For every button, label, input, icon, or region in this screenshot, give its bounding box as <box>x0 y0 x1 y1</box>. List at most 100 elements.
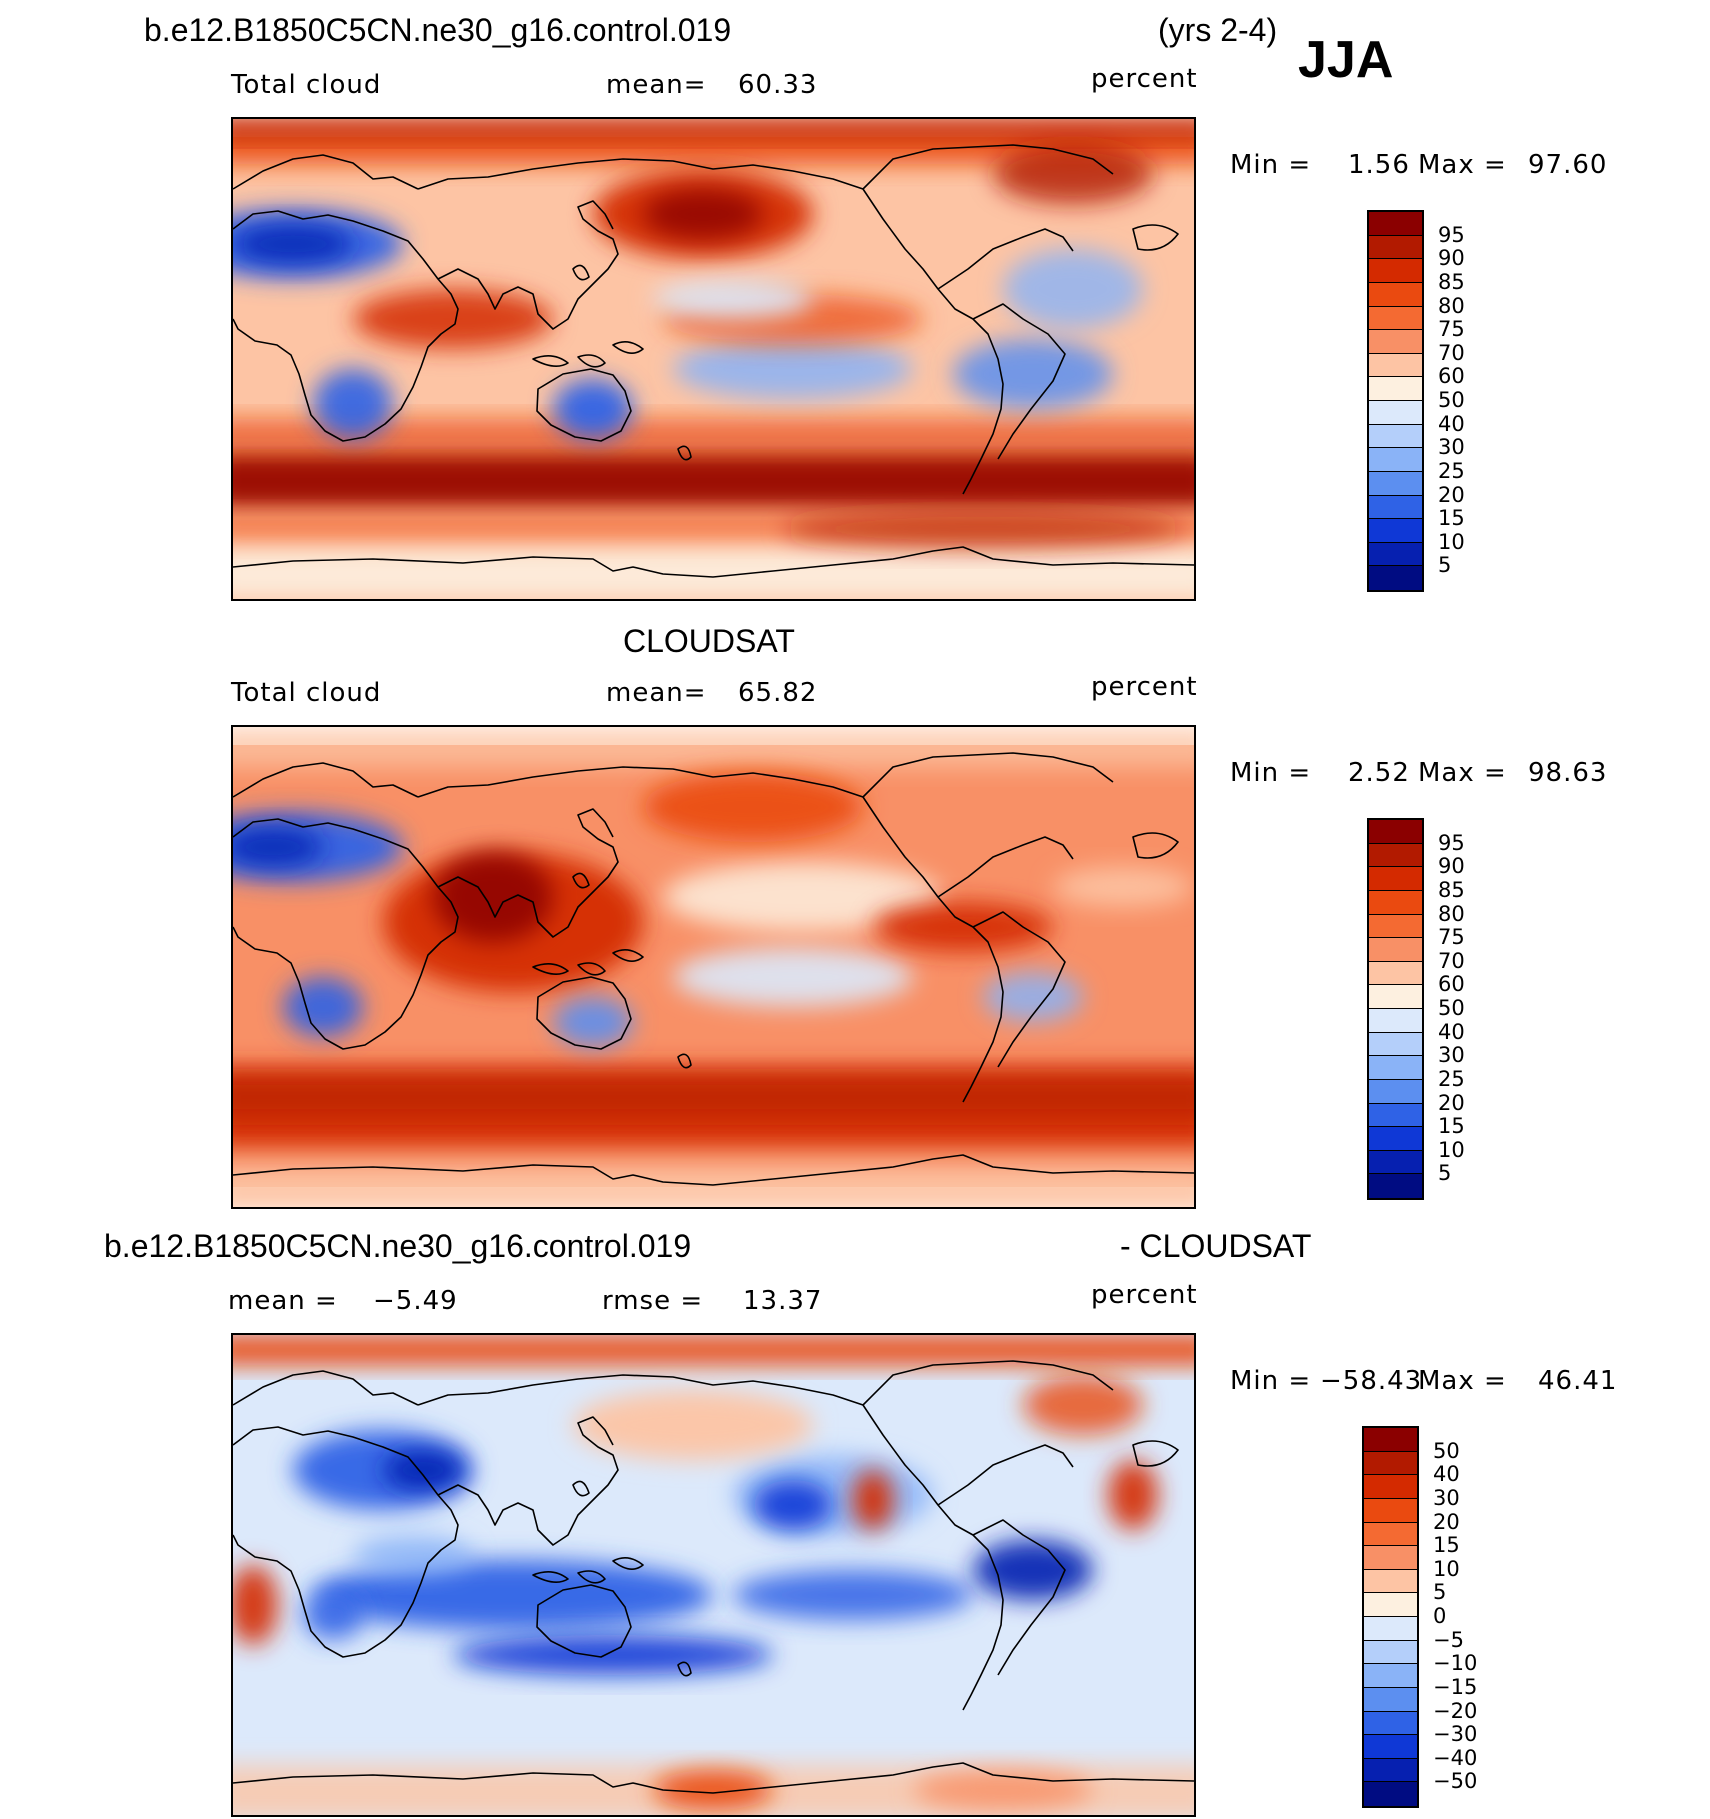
colorbar-level-label: −40 <box>1433 1745 1478 1770</box>
colorbar-level-label: 85 <box>1438 269 1465 294</box>
colorbar-swatch <box>1369 448 1422 472</box>
colorbar-level-label: 60 <box>1438 972 1465 997</box>
colorbar-level-label: −5 <box>1433 1627 1464 1652</box>
colorbar-level-label: 75 <box>1438 317 1465 342</box>
colorbar-swatch <box>1364 1664 1417 1688</box>
colorbar-level-label: 50 <box>1438 388 1465 412</box>
colorbar-level-label: 15 <box>1438 506 1465 531</box>
panel2-title: CLOUDSAT <box>623 623 795 659</box>
colorbar-swatch <box>1369 330 1422 354</box>
years-label: (yrs 2-4) <box>1158 12 1278 48</box>
colorbar-level-label: 15 <box>1433 1533 1460 1558</box>
colorbar-swatch <box>1369 890 1422 915</box>
panel2-units: percent <box>1091 672 1198 702</box>
colorbar-level-label: 90 <box>1438 854 1465 879</box>
colorbar-swatch <box>1364 1475 1417 1499</box>
panel3-min-value: −58.43 <box>1320 1366 1423 1396</box>
colorbar-swatch <box>1364 1640 1417 1665</box>
panel2-max-label: Max = <box>1418 758 1507 788</box>
colorbar-swatch <box>1364 1451 1417 1476</box>
colorbar-swatch <box>1369 212 1422 236</box>
colorbar-level-label: 30 <box>1433 1485 1460 1510</box>
colorbar-swatch <box>1369 1103 1422 1128</box>
colorbar-level-label: 50 <box>1438 996 1465 1020</box>
colorbar-level-label: 95 <box>1438 222 1465 247</box>
colorbar-swatch <box>1369 424 1422 449</box>
colorbar-level-label: 15 <box>1438 1114 1465 1139</box>
colorbar-swatch <box>1369 306 1422 331</box>
colorbar-swatch <box>1369 843 1422 868</box>
panel3-mean-value: −5.49 <box>373 1286 458 1316</box>
case-title: b.e12.B1850C5CN.ne30_g16.control.019 <box>144 12 732 48</box>
panel2-min-label: Min = <box>1230 758 1312 788</box>
colorbar-level-label: −10 <box>1433 1651 1478 1676</box>
colorbar-swatch <box>1369 1056 1422 1080</box>
panel2-colorbar <box>1367 818 1424 1200</box>
colorbar-level-label: 20 <box>1438 1090 1465 1115</box>
colorbar-swatch <box>1364 1569 1417 1594</box>
colorbar-level-label: 75 <box>1438 925 1465 950</box>
colorbar-level-label: 20 <box>1438 482 1465 507</box>
colorbar-level-label: 40 <box>1438 1019 1465 1044</box>
colorbar-level-label: 10 <box>1433 1556 1460 1581</box>
panel3-rmse-label: rmse = <box>602 1286 704 1316</box>
colorbar-level-label: 30 <box>1438 1043 1465 1068</box>
panel1-variable-label: Total cloud <box>231 70 382 100</box>
panel1-units: percent <box>1091 64 1198 94</box>
colorbar-level-label: 30 <box>1438 435 1465 460</box>
colorbar-level-label: 90 <box>1438 246 1465 271</box>
panel1-min-label: Min = <box>1230 150 1312 180</box>
colorbar-level-label: 80 <box>1438 293 1465 318</box>
colorbar-level-label: 20 <box>1433 1509 1460 1534</box>
colorbar-level-label: 60 <box>1438 364 1465 389</box>
panel3-title-right: - CLOUDSAT <box>1120 1228 1312 1264</box>
colorbar-swatch <box>1369 961 1422 986</box>
colorbar-swatch <box>1369 1174 1422 1198</box>
season-label: JJA <box>1298 31 1394 89</box>
panel1-mean-label: mean= <box>606 70 707 100</box>
colorbar-swatch <box>1369 1032 1422 1057</box>
colorbar-level-label: 5 <box>1438 553 1452 578</box>
colorbar-swatch <box>1369 259 1422 283</box>
colorbar-swatch <box>1369 1009 1422 1033</box>
panel2-mean-value: 65.82 <box>738 678 818 708</box>
colorbar-swatch <box>1369 353 1422 378</box>
colorbar-level-label: 70 <box>1438 340 1465 365</box>
colorbar-swatch <box>1364 1617 1417 1641</box>
colorbar-swatch <box>1369 542 1422 567</box>
panel3-rmse-value: 13.37 <box>743 1286 823 1316</box>
colorbar-swatch <box>1369 985 1422 1009</box>
colorbar-swatch <box>1369 519 1422 543</box>
colorbar-level-label: 70 <box>1438 948 1465 973</box>
panel3-colorbar <box>1362 1426 1419 1808</box>
panel1-mean-value: 60.33 <box>738 70 818 100</box>
colorbar-swatch <box>1369 1127 1422 1151</box>
colorbar-swatch <box>1369 235 1422 260</box>
panel1-min-value: 1.56 <box>1348 150 1410 180</box>
colorbar-swatch <box>1364 1522 1417 1547</box>
colorbar-swatch <box>1364 1546 1417 1570</box>
colorbar-swatch <box>1369 820 1422 844</box>
colorbar-level-label: −15 <box>1433 1674 1478 1699</box>
panel3-max-value: 46.41 <box>1538 1366 1618 1396</box>
colorbar-swatch <box>1369 282 1422 307</box>
colorbar-swatch <box>1369 377 1422 401</box>
panel2-min-value: 2.52 <box>1348 758 1410 788</box>
colorbar-level-label: 80 <box>1438 901 1465 926</box>
colorbar-swatch <box>1369 401 1422 425</box>
colorbar-level-label: 25 <box>1438 458 1465 483</box>
colorbar-swatch <box>1369 566 1422 590</box>
colorbar-swatch <box>1369 1079 1422 1104</box>
colorbar-level-label: 40 <box>1438 411 1465 436</box>
colorbar-swatch <box>1369 495 1422 520</box>
colorbar-level-label: −20 <box>1433 1698 1478 1723</box>
colorbar-swatch <box>1364 1711 1417 1736</box>
colorbar-level-label: 50 <box>1433 1438 1460 1463</box>
panel3-mean-label: mean = <box>228 1286 338 1316</box>
colorbar-swatch <box>1364 1428 1417 1452</box>
panel1-model-map <box>231 117 1196 601</box>
panel2-mean-label: mean= <box>606 678 707 708</box>
colorbar-level-label: 5 <box>1438 1161 1452 1186</box>
panel3-title: b.e12.B1850C5CN.ne30_g16.control.019 <box>104 1228 692 1264</box>
panel2-cloudsat-map <box>231 725 1196 1209</box>
